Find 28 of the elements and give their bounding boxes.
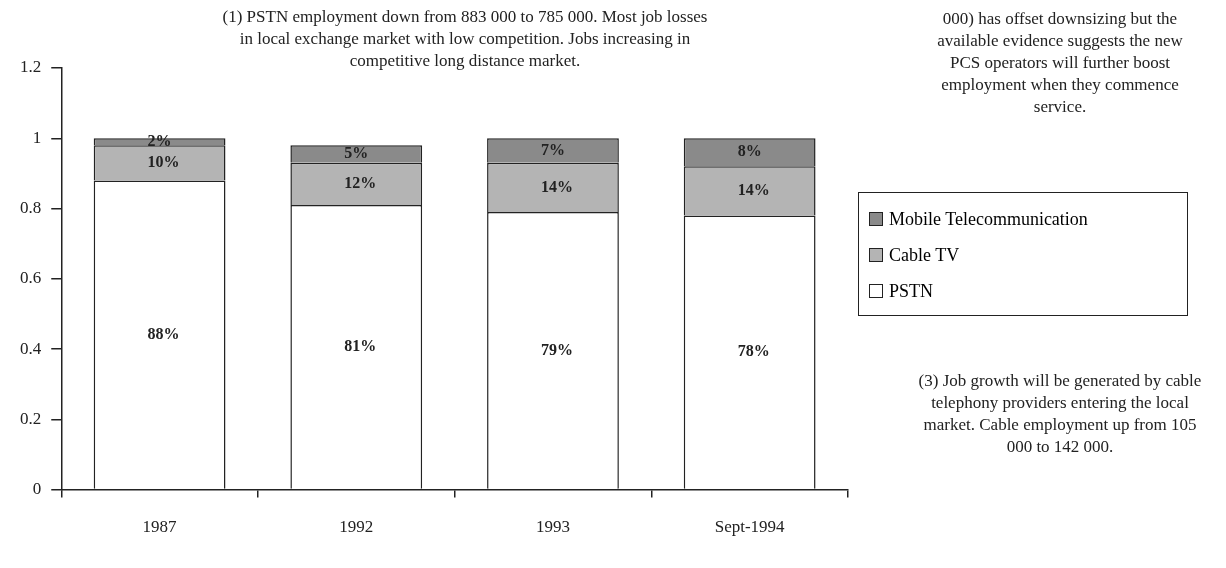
y-tick-label: 0 (32, 479, 42, 499)
data-label: 5% (344, 144, 369, 162)
data-label: 78% (737, 342, 770, 360)
data-label: 79% (540, 340, 573, 358)
x-tick-label: Sept-1994 (714, 517, 786, 537)
legend-label: Mobile Telecommunication (888, 207, 1089, 231)
y-tick-label: 0.6 (20, 268, 42, 288)
y-tick-label: 0.8 (20, 198, 42, 217)
text: (3) Job growth will be generated by cable telephony providers entering the local market. Cable employment up from 105 000 to 142 000. (917, 370, 1203, 458)
y-tick-label: 0.4 (20, 338, 42, 358)
y-tick-label: 1.2 (20, 57, 42, 77)
data-label: 14% (540, 177, 573, 195)
data-label: 10% (147, 153, 180, 170)
data-label: 7% (540, 140, 565, 158)
text: 000) has offset downsizing but the available evidence suggests the new PCS operators will further boost employment when they commence service. (936, 8, 1184, 118)
x-tick-label: 1987 (142, 517, 178, 537)
annotation: (1) PSTN employment down from 883 000 to 785 000. Most job losses in local exchange market with low competition. Jobs increasing in competitive long distance market. (221, 6, 709, 72)
y-tick-label: 0.2 (20, 408, 42, 428)
data-label: 81% (344, 337, 377, 355)
data-label: 12% (344, 174, 377, 192)
data-label: 88% (147, 324, 180, 342)
data-label: 8% (737, 142, 762, 160)
legend-label: Cable TV (888, 243, 961, 267)
data-label: 14% (737, 181, 770, 199)
text: PSTN (888, 279, 934, 303)
x-tick-label: 1993 (535, 517, 570, 537)
x-tick-label: 1992 (339, 517, 374, 537)
y-tick-label: 1 (32, 127, 42, 147)
